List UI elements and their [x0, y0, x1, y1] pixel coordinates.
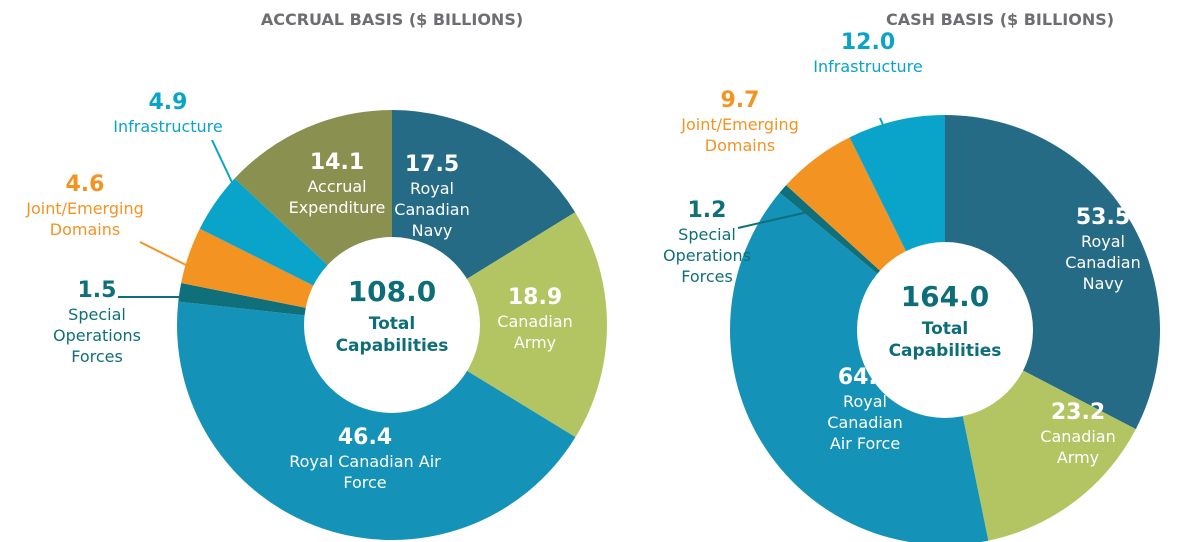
slice-value: 4.9 [148, 90, 188, 115]
slice-value: 64.4 [837, 365, 893, 390]
slice-label: 12.0 Infrastructure [803, 30, 933, 77]
slice-value: 18.9 [507, 285, 563, 310]
slice-name: Special Operations Forces [53, 305, 141, 366]
slice-name: Canadian Army [1040, 427, 1116, 467]
slice-name: Royal Canadian Navy [1065, 232, 1141, 293]
slice-label: 1.5 Special Operations Forces [42, 278, 152, 367]
callout-line [737, 211, 809, 229]
slice-label: 14.1 Accrual Expenditure [277, 150, 397, 218]
pie-slice [392, 212, 607, 438]
chart-title: ACCRUAL BASIS ($ BILLIONS) [260, 10, 524, 29]
slice-name: Infrastructure [113, 117, 223, 136]
slice-label: 46.4 Royal Canadian Air Force [280, 425, 450, 493]
slice-value: 46.4 [337, 425, 393, 450]
pie-slice [177, 301, 576, 540]
slice-label: 64.4 Royal Canadian Air Force [820, 365, 910, 454]
slice-value: 1.2 [687, 198, 727, 223]
slice-value: 9.7 [720, 88, 760, 113]
slice-value: 23.2 [1050, 400, 1106, 425]
pie-slice [730, 192, 989, 542]
slice-label: 4.6 Joint/Emerging Domains [15, 172, 155, 240]
donut-hole [857, 242, 1033, 418]
callout-line [829, 159, 847, 187]
slice-name: Royal Canadian Navy [394, 179, 470, 240]
slice-value: 12.0 [840, 30, 896, 55]
slice-value: 4.6 [65, 172, 105, 197]
slice-value: 1.5 [77, 278, 117, 303]
slice-name: Royal Canadian Air Force [827, 392, 903, 453]
slice-label: 18.9 Canadian Army [490, 285, 580, 353]
slice-label: 1.2 Special Operations Forces [652, 198, 762, 287]
callout-line [879, 117, 894, 149]
slice-label: 17.5 Royal Canadian Navy [387, 152, 477, 241]
slice-name: Accrual Expenditure [288, 177, 386, 217]
callout-line [211, 139, 247, 213]
slice-label: 9.7 Joint/Emerging Domains [670, 88, 810, 156]
center-value: 164.0 [900, 280, 990, 313]
slice-value: 14.1 [309, 150, 365, 175]
slice-label: 53.5 Royal Canadian Navy [1053, 205, 1153, 294]
callout-line [139, 241, 193, 269]
slice-value: 17.5 [404, 152, 460, 177]
slice-name: Royal Canadian Air Force [289, 452, 441, 492]
slice-name: Joint/Emerging Domains [681, 115, 799, 155]
donut-hole [304, 237, 480, 413]
slice-name: Joint/Emerging Domains [26, 199, 144, 239]
chart-title: CASH BASIS ($ BILLIONS) [885, 10, 1115, 29]
slice-name: Infrastructure [813, 57, 923, 76]
center-text: Total Capabilities [888, 319, 1002, 361]
center-text: Total Capabilities [335, 314, 449, 356]
slice-label: 4.9 Infrastructure [103, 90, 233, 137]
slice-value: 53.5 [1075, 205, 1131, 230]
slice-name: Special Operations Forces [663, 225, 751, 286]
center-value: 108.0 [347, 275, 437, 308]
slice-name: Canadian Army [497, 312, 573, 352]
slice-label: 23.2 Canadian Army [1028, 400, 1128, 468]
